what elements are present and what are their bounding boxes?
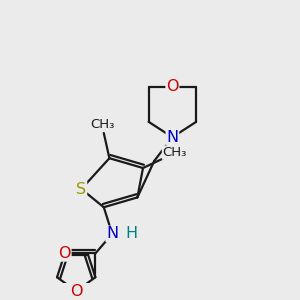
Text: O: O [166, 79, 179, 94]
Text: O: O [70, 284, 83, 299]
Text: S: S [76, 182, 86, 196]
Text: CH₃: CH₃ [90, 118, 115, 131]
Text: N: N [106, 226, 118, 241]
Text: O: O [58, 246, 71, 261]
Text: CH₃: CH₃ [163, 146, 187, 159]
Text: H: H [126, 226, 138, 241]
Text: N: N [166, 130, 178, 145]
